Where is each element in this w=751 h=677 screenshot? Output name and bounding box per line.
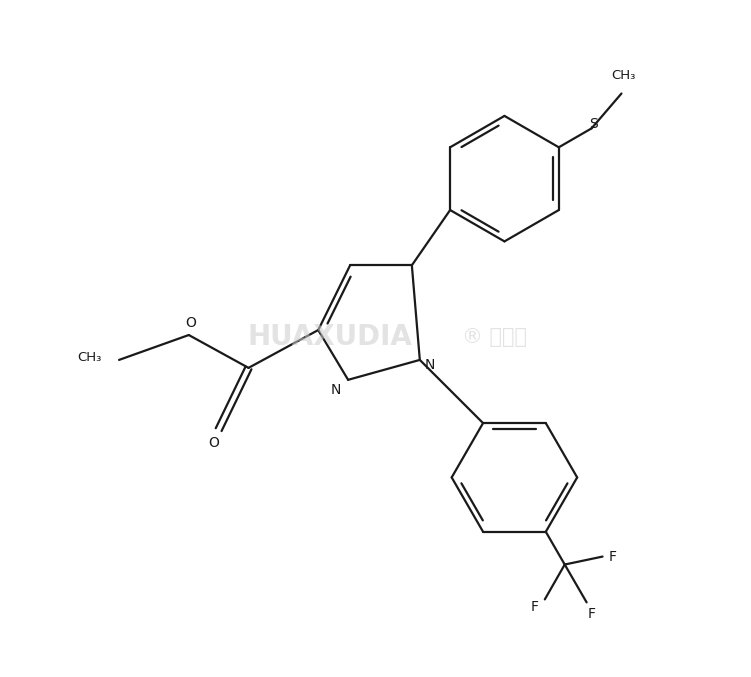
Text: O: O bbox=[185, 316, 196, 330]
Text: S: S bbox=[590, 117, 598, 131]
Text: ® 化学加: ® 化学加 bbox=[462, 327, 526, 347]
Text: N: N bbox=[331, 383, 342, 397]
Text: F: F bbox=[587, 607, 596, 621]
Text: F: F bbox=[608, 550, 617, 563]
Text: CH₃: CH₃ bbox=[611, 68, 635, 81]
Text: O: O bbox=[208, 435, 219, 450]
Text: F: F bbox=[531, 600, 539, 614]
Text: N: N bbox=[424, 358, 435, 372]
Text: HUAXUDIA: HUAXUDIA bbox=[248, 323, 412, 351]
Text: CH₃: CH₃ bbox=[77, 351, 101, 364]
